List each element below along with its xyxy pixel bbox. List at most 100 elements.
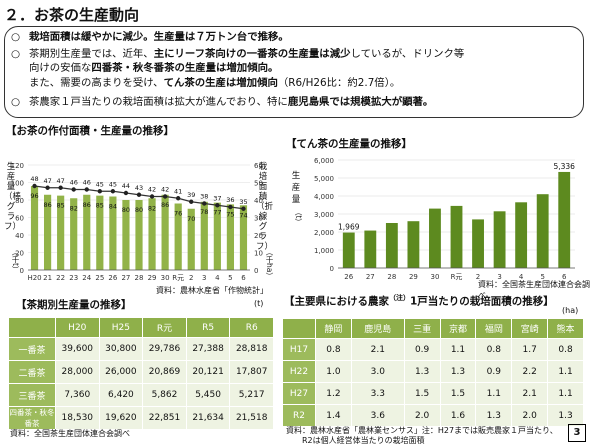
line-value-label: 43 xyxy=(135,184,143,192)
table-cell: 1.1 xyxy=(547,360,584,383)
bar-value-label: 85 xyxy=(57,202,65,210)
bar-value-label: 86 xyxy=(43,201,51,209)
table-cell: 2.1 xyxy=(350,338,405,361)
tencha-bar xyxy=(493,211,506,268)
left-tick-label: 40 xyxy=(15,232,24,240)
tea-season-production-table: H20 H25 R元 R5 R6 一番茶 39,600 30,800 29,786 27,388 2… xyxy=(8,317,274,430)
table-header-cell: 鹿児島 xyxy=(350,318,405,339)
table-cell: 1.3 xyxy=(403,360,441,383)
bar-value-label: 78 xyxy=(200,208,208,216)
table-header-row: H20 H25 R元 R5 R6 xyxy=(8,317,274,338)
tencha-bar xyxy=(342,232,355,268)
table2-unit: (ha) xyxy=(562,306,579,315)
x-tick-label: 22 xyxy=(56,274,65,282)
summary-line-5: 茶農家１戸当たりの栽培面積は拡大が進んでおり、特に鹿児島県では規模拡大が顕著。 xyxy=(29,96,579,109)
table-cell: 20,869 xyxy=(142,360,187,384)
right-tick-label: 40 xyxy=(254,197,263,205)
table-cell: 0.9 xyxy=(403,338,441,361)
x-tick-label: 5 xyxy=(540,273,544,281)
table-cell: 21,634 xyxy=(185,406,231,430)
x-tick-label: 26 xyxy=(108,274,117,282)
production-bar xyxy=(187,208,195,270)
table-cell: 3.3 xyxy=(350,382,405,405)
area-point xyxy=(110,189,116,194)
table1-title: 【茶期別生産量の推移】 xyxy=(16,299,132,311)
chart1-source: 資料：農林水産省「作物統計」 xyxy=(156,286,268,295)
line-value-label: 42 xyxy=(161,186,169,194)
x-tick-label: H20 xyxy=(27,274,41,282)
tencha-bar xyxy=(515,202,528,268)
tencha-bar xyxy=(472,219,484,268)
table2-source-2: R2は個人経営体当たりの栽培面積 xyxy=(302,436,425,445)
table1-source: 資料：全国茶生産団体連合会調べ xyxy=(10,429,130,438)
line-value-label: 47 xyxy=(57,177,65,185)
x-tick-label: 2 xyxy=(189,274,193,282)
table-cell: 1.0 xyxy=(315,360,352,383)
right-tick-label: 60 xyxy=(254,162,263,170)
production-bar xyxy=(200,201,208,270)
table-header-cell: R5 xyxy=(185,317,231,338)
table-row: 二番茶 28,000 26,000 20,869 20,121 17,807 xyxy=(8,360,274,384)
table2-title-part1: 【主要県における農家 xyxy=(284,295,389,308)
table-row: H27 1.2 3.3 1.5 1.5 1.1 2.1 1.1 xyxy=(282,382,584,405)
bar-value-label: 70 xyxy=(187,215,195,223)
page-title: ２．お茶の生産動向 xyxy=(4,6,140,24)
bold-text: てん茶の生産は増加傾向 xyxy=(163,77,278,89)
table-header-cell: R元 xyxy=(142,317,187,338)
table-row: 四番茶・秋冬番茶 18,530 19,620 22,851 21,634 21,518 xyxy=(8,406,274,430)
bar-value-label: 96 xyxy=(30,192,38,200)
bar-value-label: 85 xyxy=(96,202,104,210)
y-tick-label: 0 xyxy=(330,265,334,273)
table-header-cell: 三重 xyxy=(403,318,441,339)
table-header-cell: R6 xyxy=(229,317,274,338)
y-tick-label: 4,000 xyxy=(314,193,334,201)
table-cell: 5,217 xyxy=(229,383,274,407)
line-value-label: 42 xyxy=(148,186,156,194)
x-tick-label: 27 xyxy=(366,273,375,281)
x-tick-label: 3 xyxy=(202,274,206,282)
table-cell: 39,600 xyxy=(55,337,100,361)
table-cell: 6,420 xyxy=(98,383,144,407)
table-cell: 1.1 xyxy=(547,382,584,405)
line-value-label: 37 xyxy=(213,194,221,202)
left-tick-label: 60 xyxy=(15,215,24,223)
bar-value-label: 84 xyxy=(109,203,117,211)
table-cell: 0.8 xyxy=(475,338,513,361)
production-bar xyxy=(83,194,91,270)
table-cell: 1.6 xyxy=(439,404,477,427)
text: （R6/H26比：約2.7倍）。 xyxy=(277,77,401,89)
bar-value-label: 82 xyxy=(148,204,156,212)
tencha-bar xyxy=(407,221,420,268)
right-tick-label: 50 xyxy=(254,180,263,188)
table-cell: 1.2 xyxy=(315,382,352,405)
area-point xyxy=(136,192,142,197)
chart2-source: 資料：全国茶生産団体連合会調べ xyxy=(478,280,590,300)
text: 茶期別生産量では、近年、 xyxy=(29,48,154,60)
tencha-bar xyxy=(536,194,549,268)
table-cell: 1.4 xyxy=(315,404,352,427)
page-number: 3 xyxy=(568,424,586,442)
row-header-cell: 二番茶 xyxy=(8,360,56,384)
production-bar xyxy=(174,203,182,270)
x-tick-label: 25 xyxy=(95,274,104,282)
table-cell: 1.3 xyxy=(547,404,584,427)
bar-value-label: 76 xyxy=(174,210,182,218)
table-cell: 17,807 xyxy=(229,360,274,384)
chart2-axis-unit: （t） xyxy=(294,208,303,226)
chart2-title: 【てん茶の生産量の推移】 xyxy=(286,138,412,150)
table-header-cell: H20 xyxy=(55,317,100,338)
production-bar xyxy=(239,205,248,270)
y-tick-label: 1,000 xyxy=(314,247,334,255)
x-tick-label: 28 xyxy=(387,273,396,281)
production-bar xyxy=(109,196,117,270)
line-value-label: 44 xyxy=(122,182,130,190)
x-tick-label: 21 xyxy=(43,274,52,282)
bar-value-label: 75 xyxy=(226,210,234,218)
table-row: 一番茶 39,600 30,800 29,786 27,388 28,818 xyxy=(8,337,274,361)
row-header-cell: R2 xyxy=(282,404,316,427)
table-cell: 1.5 xyxy=(439,382,477,405)
table-cell: 3.0 xyxy=(350,360,405,383)
table-cell: 29,786 xyxy=(142,337,187,361)
right-tick-label: 0 xyxy=(254,267,258,275)
x-tick-label: R元 xyxy=(451,273,463,281)
